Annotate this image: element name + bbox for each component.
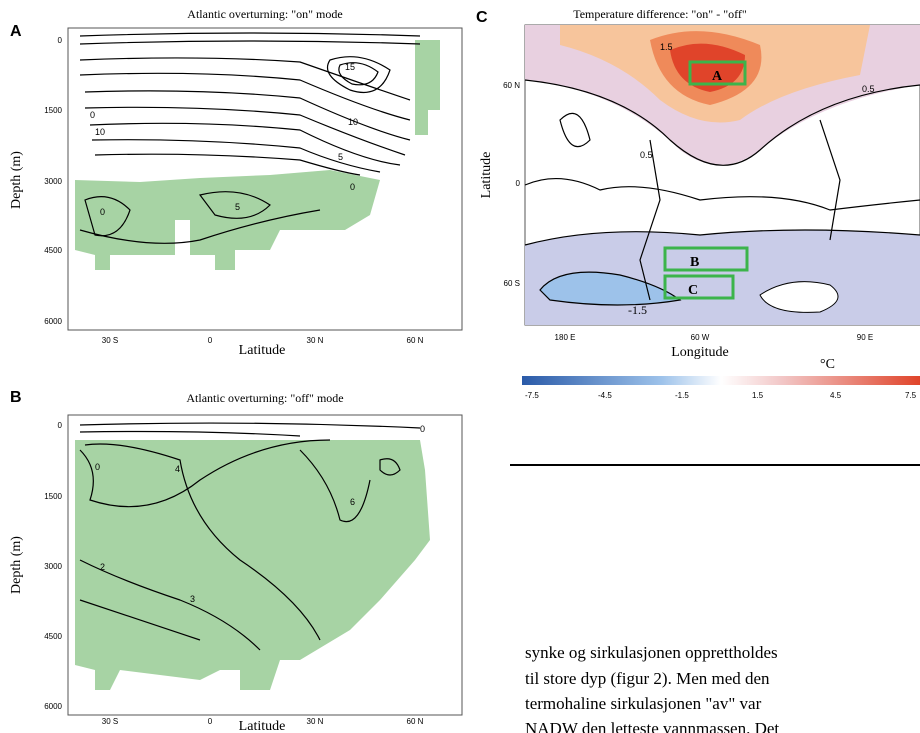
x-tick-label: 30 N: [307, 717, 324, 726]
panel-label: C: [476, 9, 488, 26]
contour-label: 5: [235, 202, 240, 212]
text-line: synke og sirkulasjonen opprettholdes: [525, 643, 778, 662]
land-mask: [415, 40, 440, 135]
y-tick-label: 0: [58, 421, 63, 430]
contour-label: 6: [350, 497, 355, 507]
x-tick-label: 30 N: [307, 336, 324, 345]
contour-label: 2: [100, 562, 105, 572]
x-tick-label: 60 N: [407, 717, 424, 726]
x-tick-label: 180 E: [555, 333, 576, 342]
cool-region: [540, 272, 680, 305]
contour-label: -1.5: [628, 303, 647, 317]
panel-a: A Atlantic overturning: "on" mode 0 10 1…: [9, 7, 463, 358]
region-box: [663, 274, 735, 300]
panel-title: Atlantic overturning: "off" mode: [186, 391, 343, 405]
contour-label: 0: [100, 207, 105, 217]
colorbar-tick: 1.5: [752, 391, 764, 400]
y-tick-label: 1500: [44, 492, 62, 501]
contour-label: 10: [348, 117, 358, 127]
y-axis-label: Latitude: [479, 152, 494, 199]
y-tick-label: 6000: [44, 317, 62, 326]
contour-label: 3: [190, 594, 195, 604]
region-box: [688, 60, 747, 86]
y-tick-label: 0: [516, 179, 521, 188]
text-line: NADW den letteste vannmassen. Det: [525, 719, 779, 733]
y-tick-label: 3000: [44, 562, 62, 571]
contour: [524, 229, 920, 246]
x-tick-label: 30 S: [102, 717, 118, 726]
x-tick-label: 30 S: [102, 336, 118, 345]
coastline: [559, 112, 841, 301]
box-label: B: [690, 255, 699, 270]
panel-title: Temperature difference: "on" - "off": [573, 7, 747, 21]
contour-label: 0: [95, 462, 100, 472]
contours: [79, 422, 421, 651]
x-tick-label: 0: [208, 336, 213, 345]
y-tick-label: 1500: [44, 106, 62, 115]
text-line: termohaline sirkulasjonen "av" var: [525, 694, 762, 713]
colorbar-tick: 4.5: [830, 391, 842, 400]
panel-title: Atlantic overturning: "on" mode: [187, 7, 342, 21]
x-tick-label: 90 E: [857, 333, 873, 342]
contours: [79, 32, 421, 244]
contour-label: 0.5: [640, 150, 653, 160]
contour-label: 4: [175, 464, 180, 474]
y-tick-label: 4500: [44, 246, 62, 255]
y-axis-label: Depth (m): [9, 536, 24, 594]
y-tick-label: 6000: [44, 702, 62, 711]
contour-label: 0: [90, 110, 95, 120]
y-axis-label: Depth (m): [9, 151, 24, 209]
region-box: [663, 246, 749, 272]
contour-label: 0: [420, 424, 425, 434]
x-axis-label: Latitude: [239, 719, 286, 733]
x-axis-label: Longitude: [671, 345, 729, 360]
panel-b: B Atlantic overturning: "off" mode 0 4 6…: [9, 389, 463, 733]
body-text: synke og sirkulasjonen opprettholdes til…: [525, 643, 779, 733]
contour-label: 0.5: [862, 84, 875, 94]
x-tick-label: 0: [208, 717, 213, 726]
box-label: A: [712, 69, 723, 84]
panel-c: C Temperature difference: "on" - "off" A…: [476, 7, 920, 400]
contour-label: 15: [345, 62, 355, 72]
contour-label: 10: [95, 127, 105, 137]
colorbar-tick: 7.5: [905, 391, 917, 400]
panel-label: A: [10, 23, 22, 40]
colorbar-tick: -7.5: [525, 391, 539, 400]
unit-label: °C: [820, 357, 835, 372]
coastline: [524, 177, 920, 211]
y-tick-label: 3000: [44, 177, 62, 186]
contour-label: 1.5: [660, 42, 673, 52]
text-line: til store dyp (figur 2). Men med den: [525, 669, 770, 688]
x-tick-label: 60 W: [691, 333, 710, 342]
contour-label: 5: [338, 152, 343, 162]
y-tick-label: 4500: [44, 632, 62, 641]
contour-label: 0: [350, 182, 355, 192]
box-label: C: [688, 283, 698, 298]
y-tick-label: 60 S: [504, 279, 520, 288]
x-axis-label: Latitude: [239, 343, 286, 358]
contour: [759, 281, 839, 313]
colorbar-tick: -4.5: [598, 391, 612, 400]
x-tick-label: 60 N: [407, 336, 424, 345]
colorbar-tick: -1.5: [675, 391, 689, 400]
panel-label: B: [10, 389, 22, 406]
colorbar: [522, 376, 920, 385]
y-tick-label: 60 N: [503, 81, 520, 90]
land-mask: [75, 170, 380, 270]
y-tick-label: 0: [58, 36, 63, 45]
contour: [524, 79, 920, 166]
